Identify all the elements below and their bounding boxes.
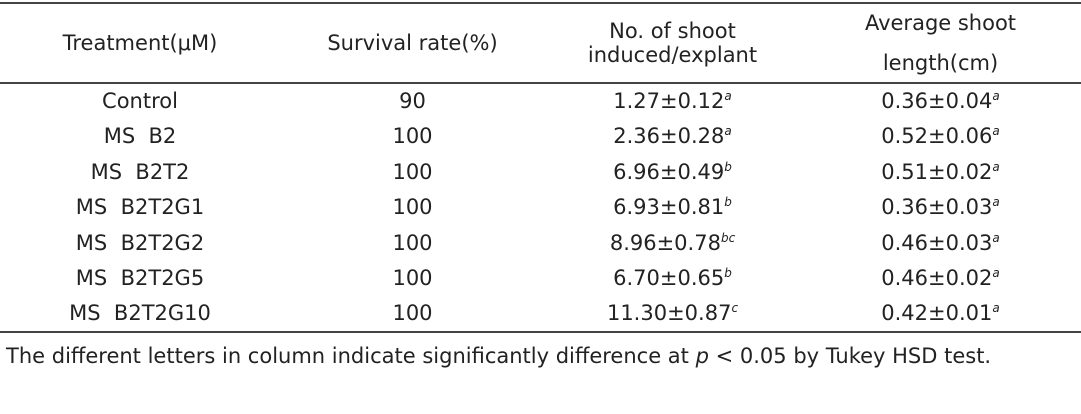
cell: 6.70±0.65b bbox=[545, 261, 800, 297]
header-cell: Treatment(μM) bbox=[0, 3, 280, 83]
cell: MS B2T2 bbox=[90, 159, 190, 184]
header-cell: No. of shoot induced/explant bbox=[545, 3, 800, 83]
significance-letter: a bbox=[992, 159, 1000, 174]
header-line: Treatment(μM) bbox=[62, 31, 218, 55]
table-row: MS B2T2G1 100 6.93±0.81b 0.36±0.03a bbox=[0, 190, 1081, 226]
table-row: MS B2 100 2.36±0.28a 0.52±0.06a bbox=[0, 119, 1081, 155]
cell: 0.36±0.03a bbox=[800, 190, 1081, 226]
cell: 0.46±0.03a bbox=[800, 225, 1081, 261]
cell: Control bbox=[102, 89, 178, 114]
cell: 0.36±0.04a bbox=[800, 83, 1081, 119]
cell: 1.27±0.12a bbox=[545, 83, 800, 119]
table-row: MS B2T2G10 100 11.30±0.87c 0.42±0.01a bbox=[0, 296, 1081, 332]
header-cell: Average shoot length(cm) bbox=[800, 3, 1081, 83]
cell: 0.52±0.06a bbox=[800, 119, 1081, 155]
table-row: MS B2T2 100 6.96±0.49b 0.51±0.02a bbox=[0, 154, 1081, 190]
cell: 0.51±0.02a bbox=[800, 154, 1081, 190]
footnote: The different letters in column indicate… bbox=[6, 338, 1074, 374]
table-row: MS B2T2G2 100 8.96±0.78bc 0.46±0.03a bbox=[0, 225, 1081, 261]
cell-value: 0.46±0.02 bbox=[881, 266, 993, 291]
cell: 8.96±0.78bc bbox=[545, 225, 800, 261]
cell: 0.46±0.02a bbox=[800, 261, 1081, 297]
cell: 100 bbox=[392, 266, 433, 291]
significance-letter: a bbox=[992, 266, 1000, 281]
significance-letter: b bbox=[724, 195, 732, 210]
significance-letter: a bbox=[992, 301, 1000, 316]
cell: MS B2T2G5 bbox=[75, 266, 205, 291]
note-text: < 0.05 by Tukey HSD test. bbox=[708, 344, 992, 368]
cell-value: 11.30±0.87 bbox=[606, 301, 732, 326]
cell-value: 2.36±0.28 bbox=[613, 124, 725, 149]
significance-letter: b bbox=[724, 159, 732, 174]
cell: 0.42±0.01a bbox=[800, 296, 1081, 332]
significance-letter: a bbox=[992, 124, 1000, 139]
table-row: Control 90 1.27±0.12a 0.36±0.04a bbox=[0, 83, 1081, 119]
header-line: length(cm) bbox=[882, 51, 999, 75]
significance-letter: a bbox=[992, 195, 1000, 210]
cell: 90 bbox=[399, 89, 426, 114]
cell: MS B2T2G1 bbox=[75, 195, 205, 220]
significance-letter: c bbox=[731, 301, 739, 316]
cell: 2.36±0.28a bbox=[545, 119, 800, 155]
significance-letter: a bbox=[724, 89, 732, 104]
cell: 100 bbox=[392, 195, 433, 220]
header-line: induced/explant bbox=[587, 43, 758, 67]
significance-letter: a bbox=[724, 124, 732, 139]
cell-value: 8.96±0.78 bbox=[609, 230, 721, 255]
table-header: Treatment(μM) Survival rate(%) No. of shoo… bbox=[0, 3, 1081, 83]
cell-value: 0.51±0.02 bbox=[881, 159, 993, 184]
cell: 6.93±0.81b bbox=[545, 190, 800, 226]
cell-value: 6.93±0.81 bbox=[613, 195, 725, 220]
cell: MS B2T2G10 bbox=[69, 301, 211, 326]
table-body: Control 90 1.27±0.12a 0.36±0.04a MS B2 100 2.3… bbox=[0, 83, 1081, 332]
cell: MS B2T2G2 bbox=[75, 230, 205, 255]
cell: 6.96±0.49b bbox=[545, 154, 800, 190]
cell-value: 0.46±0.03 bbox=[881, 230, 993, 255]
cell: 100 bbox=[392, 159, 433, 184]
cell-value: 0.36±0.04 bbox=[881, 89, 993, 114]
cell: 100 bbox=[392, 124, 433, 149]
cell-value: 1.27±0.12 bbox=[613, 89, 725, 114]
cell: 100 bbox=[392, 230, 433, 255]
note-text: The different letters in column indicate… bbox=[6, 344, 696, 368]
header-line: Survival rate(%) bbox=[327, 31, 498, 55]
cell-value: 6.96±0.49 bbox=[613, 159, 725, 184]
note-italic: p bbox=[695, 344, 709, 368]
significance-letter: bc bbox=[720, 230, 736, 245]
cell: MS B2 bbox=[103, 124, 177, 149]
table-row: MS B2T2G5 100 6.70±0.65b 0.46±0.02a bbox=[0, 261, 1081, 297]
cell-value: 0.52±0.06 bbox=[881, 124, 993, 149]
cell-value: 0.42±0.01 bbox=[881, 301, 993, 326]
cell: 100 bbox=[392, 301, 433, 326]
significance-letter: a bbox=[992, 230, 1000, 245]
cell-value: 6.70±0.65 bbox=[613, 266, 725, 291]
cell-value: 0.36±0.03 bbox=[881, 195, 993, 220]
significance-letter: b bbox=[724, 266, 732, 281]
header-cell: Survival rate(%) bbox=[280, 3, 545, 83]
header-line: No. of shoot bbox=[609, 19, 736, 43]
cell: 11.30±0.87c bbox=[545, 296, 800, 332]
significance-letter: a bbox=[992, 89, 1000, 104]
header-line: Average shoot bbox=[864, 11, 1017, 35]
results-table: Treatment(μM) Survival rate(%) No. of shoo… bbox=[0, 2, 1081, 333]
